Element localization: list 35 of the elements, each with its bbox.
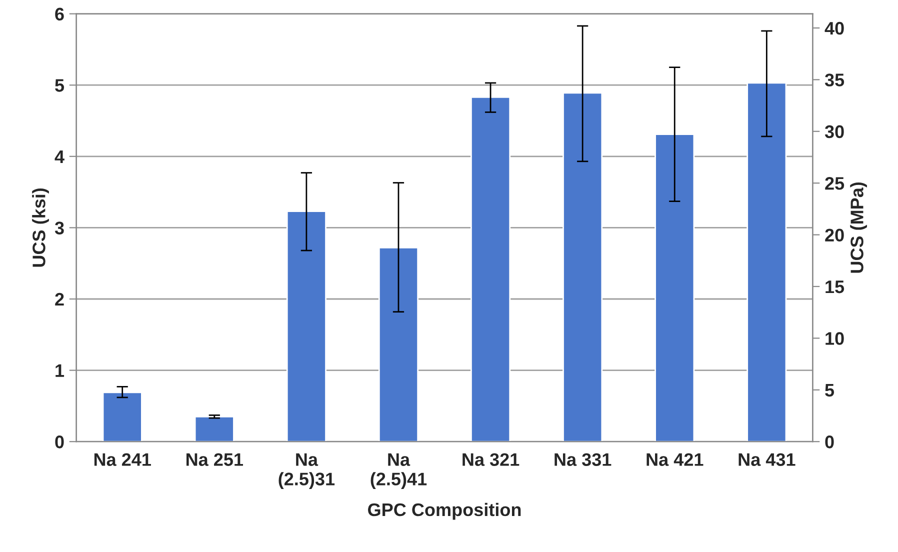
x-tick-label: Na 251 [186,453,244,466]
y2-tick-label: 35 [824,74,844,86]
x-tick-label: Na (2.5)31 [278,453,335,489]
y2-tick-label: 40 [824,22,844,35]
y-tick-label: 0 [55,436,64,448]
x-tick-label: Na 421 [646,453,704,466]
y-tick-label: 5 [55,79,64,92]
y2-tick-label: 30 [824,125,844,138]
y2-tick-label: 10 [826,332,844,345]
bar [194,416,234,442]
x-tick-label: Na 331 [554,453,612,466]
bar [746,82,787,442]
bar [654,134,695,442]
y-axis-title: UCS (ksi) [32,188,49,267]
x-tick-label: Na 431 [738,453,796,466]
y-tick-label: 3 [54,222,64,234]
y-tick-label: 6 [55,8,64,21]
y2-tick-label: 20 [825,228,844,242]
y2-tick-label: 5 [825,384,834,397]
y2-tick-label: 15 [826,280,844,294]
bar [378,246,419,442]
y-tick-label: 1 [56,364,64,377]
y-tick-label: 4 [54,150,64,163]
y2-tick-label: 0 [825,436,834,448]
x-tick-label: Na 241 [94,453,151,466]
y-tick-label: 2 [55,292,64,306]
x-axis-title: GPC Composition [368,502,521,520]
x-tick-label: Na 321 [462,453,520,466]
y2-axis-title: UCS (MPa) [850,182,867,273]
y2-tick-label: 25 [825,177,844,190]
bar [102,392,142,442]
bar [562,92,603,442]
bar [470,96,511,442]
x-tick-label: Na (2.5)41 [370,453,427,489]
bar [286,210,326,442]
